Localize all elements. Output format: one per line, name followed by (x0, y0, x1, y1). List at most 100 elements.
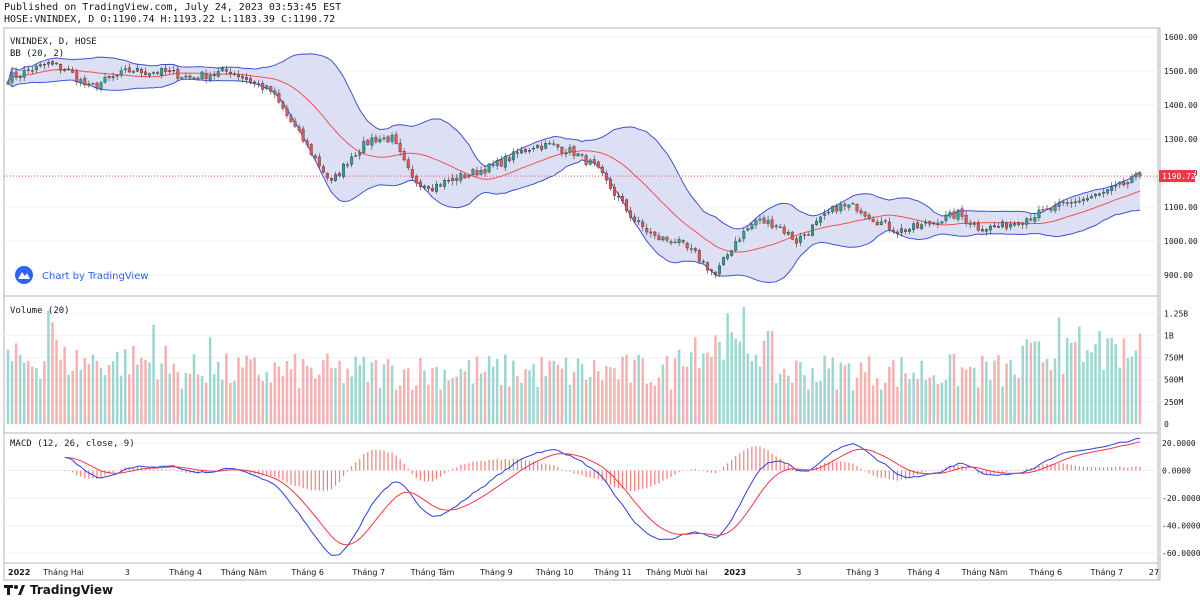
candle[interactable] (1122, 177, 1126, 187)
candle[interactable] (924, 218, 928, 227)
candle[interactable] (6, 79, 10, 86)
candle[interactable] (847, 204, 851, 211)
candle[interactable] (342, 162, 346, 180)
candle[interactable] (600, 164, 604, 177)
candle[interactable] (431, 184, 434, 192)
candle[interactable] (681, 239, 685, 245)
candle[interactable] (677, 236, 681, 247)
candle[interactable] (362, 136, 366, 155)
candle[interactable] (1041, 205, 1045, 212)
candle[interactable] (540, 141, 544, 152)
candle[interactable] (329, 177, 333, 184)
candle[interactable] (135, 63, 139, 73)
candle[interactable] (374, 134, 378, 144)
candle[interactable] (107, 75, 111, 82)
candle[interactable] (148, 72, 151, 79)
candle[interactable] (180, 76, 184, 79)
candle[interactable] (879, 217, 883, 226)
candle[interactable] (14, 67, 18, 81)
candle[interactable] (709, 268, 713, 276)
candle[interactable] (1029, 214, 1033, 222)
candle[interactable] (621, 193, 624, 205)
candle[interactable] (42, 62, 46, 70)
candle[interactable] (144, 67, 147, 77)
candle[interactable] (99, 81, 103, 92)
candle[interactable] (1130, 173, 1134, 184)
candle[interactable] (467, 174, 471, 179)
candle[interactable] (730, 249, 734, 257)
candle[interactable] (823, 209, 827, 220)
candle[interactable] (984, 228, 988, 236)
candle[interactable] (313, 153, 317, 162)
candle[interactable] (750, 221, 754, 231)
candle[interactable] (1077, 196, 1081, 204)
candle[interactable] (928, 220, 932, 228)
candle[interactable] (237, 70, 240, 82)
candle[interactable] (253, 79, 257, 88)
candle[interactable] (83, 75, 87, 88)
candle[interactable] (1110, 182, 1114, 195)
candle[interactable] (782, 224, 786, 236)
candle[interactable] (34, 64, 38, 74)
candle[interactable] (301, 126, 305, 144)
candle[interactable] (447, 177, 451, 184)
candle[interactable] (1085, 194, 1089, 203)
candle[interactable] (475, 166, 479, 177)
candle[interactable] (317, 153, 321, 169)
candle[interactable] (851, 201, 855, 205)
candle[interactable] (123, 65, 127, 74)
candle[interactable] (71, 66, 75, 74)
candle[interactable] (471, 167, 475, 177)
candle[interactable] (972, 220, 976, 228)
candle[interactable] (742, 227, 746, 243)
candle[interactable] (932, 221, 936, 226)
candle[interactable] (936, 219, 940, 228)
candle[interactable] (192, 76, 196, 80)
candle[interactable] (176, 65, 180, 82)
candle[interactable] (59, 63, 63, 74)
candle[interactable] (277, 89, 281, 104)
candle[interactable] (701, 259, 705, 264)
candle[interactable] (992, 221, 996, 228)
candle[interactable] (988, 223, 992, 235)
candle[interactable] (1013, 221, 1017, 227)
candle[interactable] (285, 104, 289, 119)
candle[interactable] (305, 137, 309, 148)
candle[interactable] (693, 247, 697, 254)
candle[interactable] (1009, 220, 1013, 231)
candle[interactable] (827, 208, 831, 216)
candle[interactable] (722, 256, 726, 267)
candle[interactable] (855, 203, 859, 214)
candle[interactable] (188, 73, 192, 81)
candle[interactable] (350, 152, 354, 168)
candle[interactable] (289, 113, 293, 124)
candle[interactable] (220, 66, 224, 72)
candle[interactable] (127, 63, 131, 74)
candle[interactable] (499, 155, 503, 167)
candle[interactable] (524, 147, 527, 154)
candle[interactable] (807, 232, 810, 236)
volume-pane[interactable] (4, 307, 1158, 425)
candle[interactable] (980, 225, 984, 233)
candle[interactable] (346, 161, 350, 169)
candle[interactable] (439, 182, 443, 188)
candle[interactable] (673, 238, 677, 244)
candle[interactable] (560, 146, 564, 157)
candle[interactable] (200, 70, 204, 80)
candle[interactable] (778, 224, 782, 228)
candle[interactable] (483, 164, 487, 178)
candle[interactable] (944, 210, 948, 224)
price-axis[interactable]: 1600.001500.001400.001300.001200.001100.… (1159, 33, 1198, 280)
candle[interactable] (625, 198, 629, 214)
candle[interactable] (1081, 196, 1085, 206)
candle[interactable] (774, 223, 778, 230)
candle[interactable] (584, 153, 588, 167)
candle[interactable] (208, 71, 212, 83)
candle[interactable] (1098, 192, 1102, 197)
candle[interactable] (564, 148, 568, 158)
candle[interactable] (79, 77, 83, 87)
candle[interactable] (95, 81, 99, 91)
candle[interactable] (55, 62, 58, 66)
candle[interactable] (580, 153, 584, 158)
